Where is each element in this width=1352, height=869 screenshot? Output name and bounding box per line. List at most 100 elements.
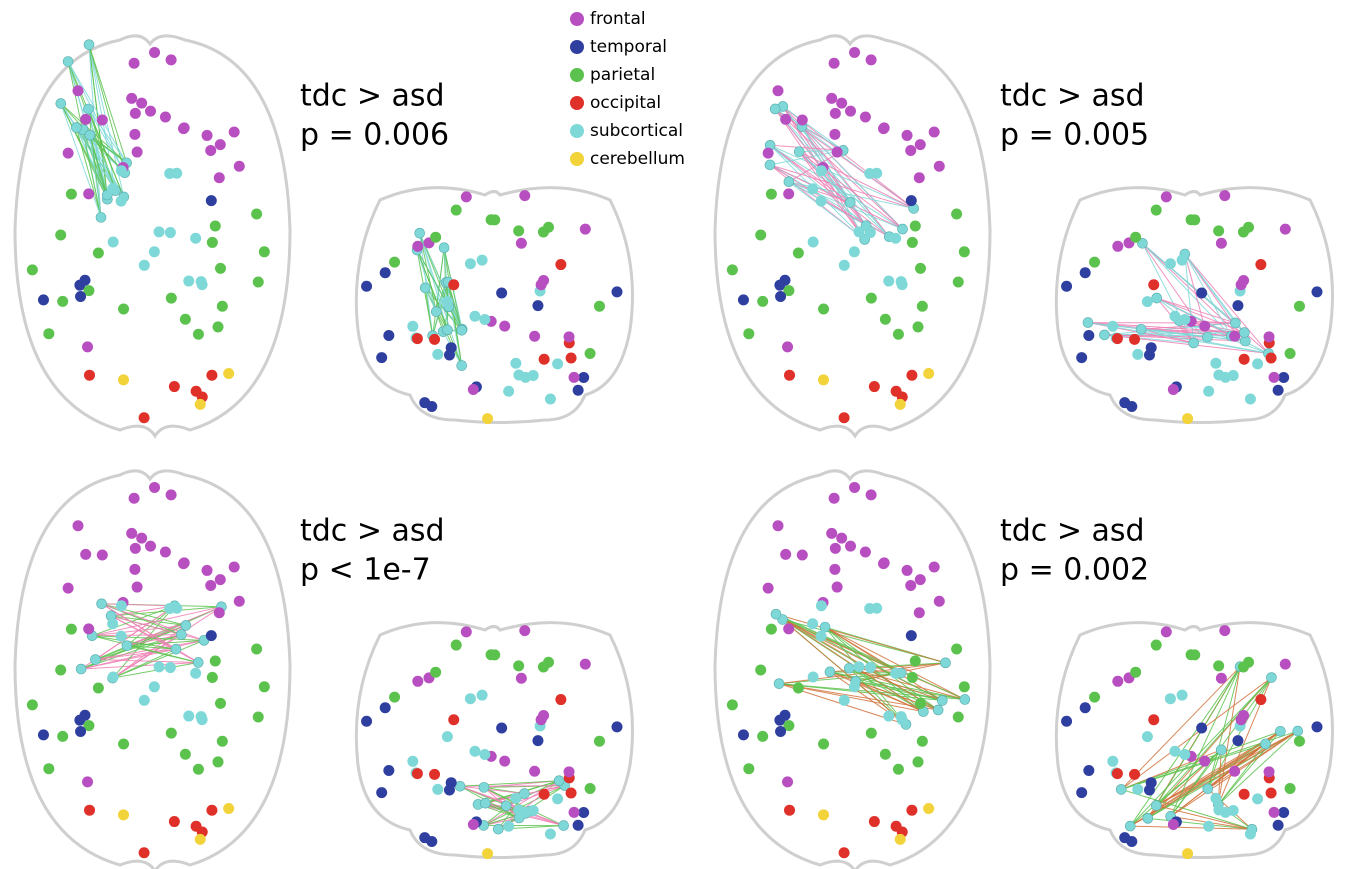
node xyxy=(107,183,118,194)
legend-swatch xyxy=(570,68,584,82)
node xyxy=(477,690,488,701)
node xyxy=(1112,768,1123,779)
node xyxy=(775,726,786,737)
node xyxy=(84,805,95,816)
node xyxy=(154,226,165,237)
node xyxy=(1142,731,1153,742)
connection xyxy=(1157,298,1269,353)
node xyxy=(915,574,926,585)
node xyxy=(66,189,77,200)
node xyxy=(1245,828,1256,839)
node xyxy=(569,372,580,383)
node xyxy=(793,683,804,694)
node xyxy=(836,533,847,544)
node xyxy=(27,699,38,710)
node xyxy=(1130,232,1141,243)
node xyxy=(519,625,530,636)
node xyxy=(479,314,490,325)
node xyxy=(468,384,479,395)
node xyxy=(808,237,819,248)
node xyxy=(361,281,372,292)
node xyxy=(164,603,175,614)
node xyxy=(879,122,890,133)
connection xyxy=(102,604,175,606)
legend-swatch xyxy=(570,124,584,138)
node xyxy=(1266,673,1276,683)
node xyxy=(1116,784,1126,794)
node xyxy=(816,165,827,176)
node xyxy=(149,681,160,692)
node xyxy=(854,661,865,672)
node xyxy=(465,693,476,704)
node xyxy=(1280,224,1291,235)
node xyxy=(1243,657,1254,668)
node xyxy=(538,710,549,721)
node xyxy=(516,673,527,684)
node xyxy=(165,227,176,238)
node xyxy=(528,805,539,816)
node xyxy=(866,54,877,65)
node xyxy=(559,821,569,831)
node xyxy=(482,848,493,859)
node xyxy=(139,412,150,423)
node xyxy=(585,348,596,359)
node xyxy=(797,550,808,561)
node xyxy=(213,756,224,767)
node xyxy=(126,93,137,104)
node xyxy=(63,148,74,159)
node xyxy=(513,370,524,381)
node xyxy=(82,776,93,787)
node xyxy=(895,399,906,410)
panel: tdc > asdp = 0.002 xyxy=(715,471,1333,869)
node xyxy=(755,664,766,675)
node xyxy=(118,809,129,820)
node xyxy=(80,549,91,560)
connection xyxy=(776,614,906,724)
node xyxy=(818,304,829,315)
node xyxy=(206,630,217,641)
node xyxy=(1213,225,1224,236)
node xyxy=(57,731,68,742)
node xyxy=(38,294,49,305)
node xyxy=(451,205,462,216)
node xyxy=(516,238,527,249)
node xyxy=(555,259,566,270)
node xyxy=(214,607,225,618)
node xyxy=(1255,259,1266,270)
node xyxy=(75,291,86,302)
node xyxy=(116,196,127,207)
node xyxy=(206,370,217,381)
panel-comparison: tdc > asd xyxy=(1000,514,1145,549)
panel-comparison: tdc > asd xyxy=(1000,79,1145,114)
node xyxy=(866,489,877,500)
node xyxy=(880,749,891,760)
node xyxy=(807,183,818,194)
node xyxy=(1132,349,1143,360)
node xyxy=(1252,358,1263,369)
node xyxy=(1129,769,1140,780)
node xyxy=(1219,190,1230,201)
node xyxy=(1210,358,1221,369)
node xyxy=(1151,205,1162,216)
node xyxy=(869,816,880,827)
node xyxy=(451,640,462,651)
node xyxy=(234,161,245,172)
node xyxy=(879,557,890,568)
node xyxy=(213,321,224,332)
node xyxy=(180,314,191,325)
node xyxy=(784,805,795,816)
node xyxy=(513,225,524,236)
node xyxy=(496,723,507,734)
node xyxy=(906,630,917,641)
node xyxy=(169,816,180,827)
node xyxy=(469,746,480,757)
node xyxy=(1312,721,1323,732)
node xyxy=(839,847,850,858)
node xyxy=(580,659,591,670)
node xyxy=(915,139,926,150)
node xyxy=(923,803,934,814)
node xyxy=(116,165,127,176)
node xyxy=(1130,667,1141,678)
node xyxy=(479,749,490,760)
node xyxy=(389,692,400,703)
